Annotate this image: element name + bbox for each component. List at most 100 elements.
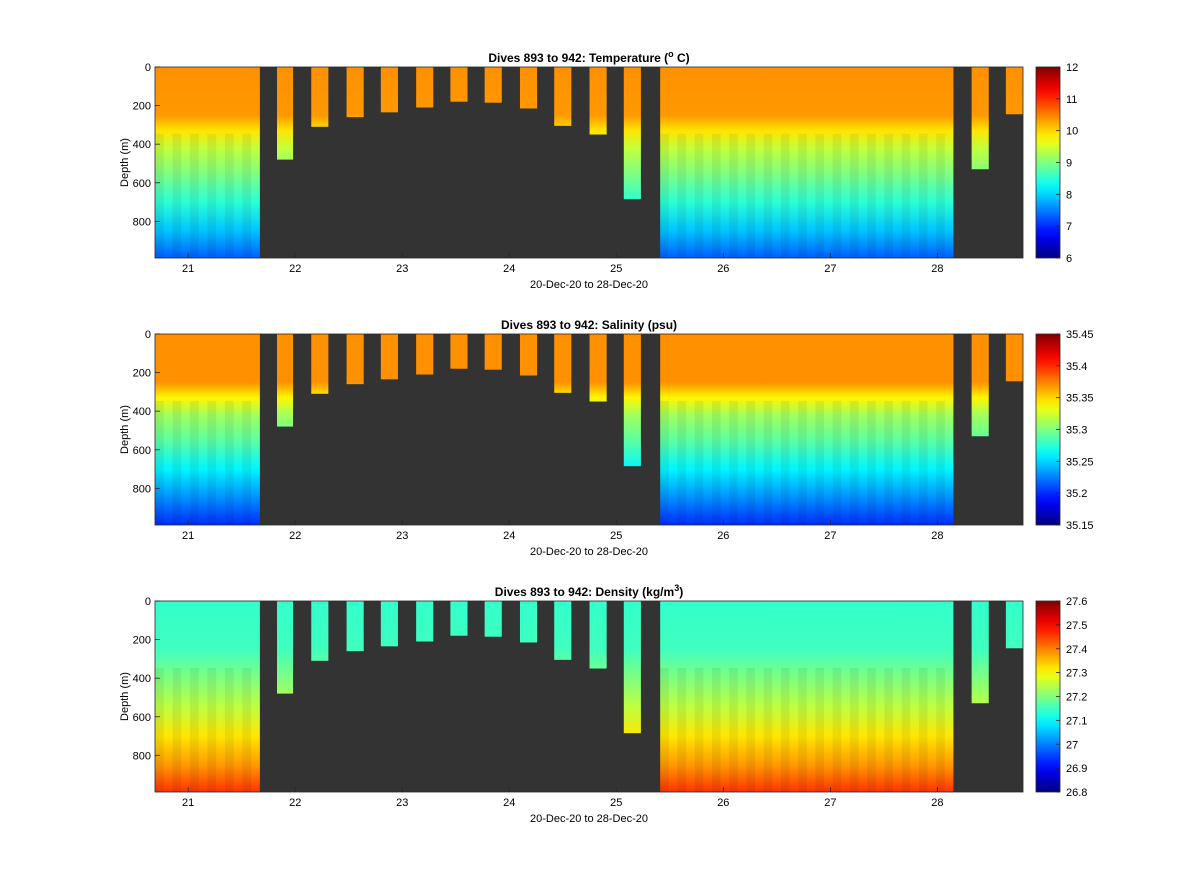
colorbar-tick-label: 35.15: [1066, 520, 1094, 532]
dive-stripe: [711, 667, 721, 792]
dive-stripe: [798, 667, 807, 792]
dive-block: [155, 67, 260, 258]
x-tick-label: 27: [824, 263, 836, 275]
dive-stripe: [884, 133, 894, 258]
dive-stripe: [189, 133, 199, 258]
dive-stripe: [815, 133, 825, 258]
dive-stripe: [242, 133, 252, 258]
x-tick-label: 25: [610, 263, 622, 275]
y-tick-label: 200: [133, 368, 151, 380]
dive-stripe: [172, 400, 182, 525]
dive-bar: [971, 334, 989, 437]
colorbar-tick-label: 35.35: [1066, 393, 1094, 405]
dive-stripe: [780, 133, 790, 258]
colorbar-tick-label: 9: [1066, 158, 1072, 170]
dive-stripe: [918, 667, 928, 792]
dive-bar: [519, 601, 538, 643]
dive-stripe: [901, 133, 911, 258]
dive-stripe: [207, 133, 217, 258]
dive-stripe: [172, 133, 182, 258]
dive-stripe: [746, 133, 756, 258]
y-tick-label: 800: [133, 483, 151, 495]
dive-stripe: [832, 400, 842, 525]
dive-stripe: [763, 133, 773, 258]
dive-stripe: [172, 667, 182, 792]
colorbar-tick-label: 12: [1066, 62, 1078, 74]
dive-stripe: [763, 667, 773, 792]
colorbar-tick-label: 35.45: [1066, 329, 1094, 341]
y-tick-label: 400: [133, 139, 151, 151]
dive-stripe: [224, 133, 234, 258]
dive-stripe: [729, 400, 738, 525]
x-tick-label: 24: [503, 530, 515, 542]
dive-bar: [346, 334, 364, 385]
chart-title: Dives 893 to 942: Density (kg/m3): [495, 583, 683, 599]
dive-stripe: [867, 400, 876, 525]
dive-block: [155, 334, 260, 525]
chart-title: Dives 893 to 942: Temperature (o C): [488, 49, 689, 65]
dive-stripe: [884, 400, 894, 525]
colorbar-tick-label: 27.1: [1066, 715, 1087, 727]
y-tick-label: 400: [133, 406, 151, 418]
dive-bar: [519, 67, 538, 109]
dive-bar: [450, 334, 468, 369]
dive-block: [660, 67, 954, 258]
colorbar-tick-label: 27.5: [1066, 620, 1087, 632]
dive-stripe: [918, 400, 928, 525]
dive-bar: [589, 601, 607, 669]
x-tick-label: 21: [182, 530, 194, 542]
dive-stripe: [711, 133, 721, 258]
x-tick-label: 27: [824, 797, 836, 809]
dive-bar: [311, 334, 329, 394]
dive-bar: [380, 67, 398, 113]
dive-bar: [380, 334, 398, 380]
dive-bar: [416, 67, 434, 108]
dive-bar: [346, 67, 364, 118]
dive-bar: [484, 67, 502, 103]
dive-bar: [554, 67, 572, 126]
dive-bar: [277, 601, 294, 694]
dive-stripe: [936, 400, 945, 525]
dive-bar: [1005, 67, 1023, 115]
y-tick-label: 0: [145, 596, 151, 608]
dive-stripe: [918, 133, 928, 258]
colorbar-tick-label: 26.8: [1066, 787, 1087, 799]
x-tick-label: 25: [610, 530, 622, 542]
axes-box: [154, 66, 1024, 259]
dive-stripe: [798, 133, 807, 258]
dive-stripe: [224, 667, 234, 792]
x-tick-label: 23: [396, 797, 408, 809]
dive-stripe: [815, 667, 825, 792]
y-tick-label: 800: [133, 750, 151, 762]
panel-1: 0 200 400 600 800 21 22 23 24 25 26 27 28 Dives 893 t…: [119, 49, 1078, 291]
colorbar-tick-label: 27.6: [1066, 596, 1087, 608]
colorbar-tick-label: 35.25: [1066, 456, 1094, 468]
x-tick-label: 24: [503, 263, 515, 275]
colorbar-tick-label: 10: [1066, 126, 1078, 138]
x-tick-label: 22: [289, 530, 301, 542]
x-axis-label: 20-Dec-20 to 28-Dec-20: [530, 279, 648, 291]
y-axis-label: Depth (m): [119, 138, 131, 187]
x-tick-label: 22: [289, 797, 301, 809]
colorbar-tick-label: 8: [1066, 189, 1072, 201]
dive-stripe: [901, 400, 911, 525]
y-axis-label: Depth (m): [119, 672, 131, 721]
dive-bar: [971, 601, 989, 704]
panel-2: 0 200 400 600 800 21 22 23 24 25 26 27 28 Dives 893 t…: [119, 318, 1094, 558]
x-axis-label: 20-Dec-20 to 28-Dec-20: [530, 813, 648, 825]
dive-stripe: [677, 400, 687, 525]
dive-stripe: [780, 400, 790, 525]
dive-bar: [380, 601, 398, 647]
dive-bar: [519, 334, 538, 376]
dive-bar: [416, 334, 434, 375]
dive-stripe: [729, 667, 738, 792]
x-tick-label: 23: [396, 263, 408, 275]
colorbar-tick-label: 27: [1066, 739, 1078, 751]
dive-stripe: [884, 667, 894, 792]
dive-stripe: [815, 400, 825, 525]
y-tick-label: 600: [133, 178, 151, 190]
x-tick-label: 26: [717, 530, 729, 542]
dive-bar: [346, 601, 364, 652]
dive-bar: [554, 334, 572, 393]
dive-stripe: [867, 667, 876, 792]
